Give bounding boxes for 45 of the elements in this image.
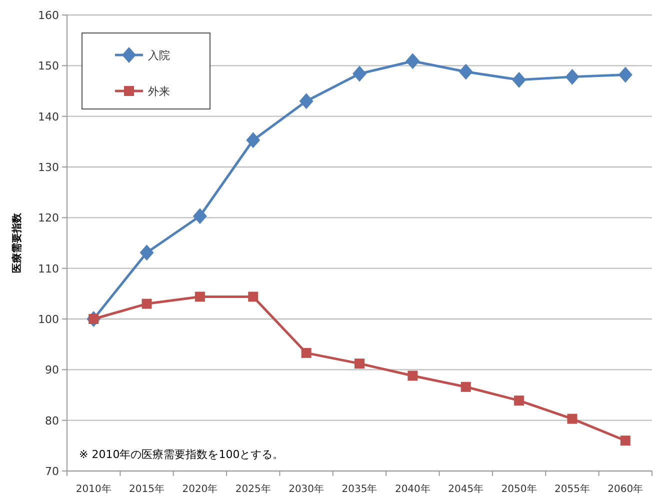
point — [194, 292, 205, 302]
point — [460, 382, 471, 392]
legend-label: 入院 — [148, 49, 170, 62]
point — [408, 370, 418, 381]
y-tick-label: 150 — [38, 60, 59, 73]
point — [246, 132, 260, 148]
y-tick-label: 70 — [45, 465, 59, 478]
x-tick-label: 2045年 — [448, 483, 484, 495]
y-axis-title: 医療需要指数 — [11, 212, 23, 273]
point — [352, 66, 366, 82]
point — [565, 68, 580, 85]
point — [620, 436, 630, 446]
point — [406, 53, 420, 70]
point — [514, 396, 524, 406]
y-tick-label: 120 — [38, 212, 59, 225]
point — [618, 66, 632, 83]
y-tick-label: 80 — [45, 414, 59, 428]
x-tick-label: 2030年 — [288, 483, 324, 495]
x-tick-label: 2035年 — [342, 483, 378, 495]
y-tick-label: 140 — [38, 110, 59, 124]
x-tick-label: 2040年 — [394, 483, 430, 495]
point — [354, 358, 364, 369]
y-tick-label: 100 — [38, 313, 59, 326]
x-tick-label: 2050年 — [501, 483, 537, 495]
point — [512, 72, 526, 88]
x-tick-label: 2025年 — [235, 483, 271, 495]
point — [248, 292, 258, 302]
y-tick-label: 110 — [38, 262, 59, 276]
legend-label: 外来 — [148, 85, 170, 98]
point — [458, 64, 473, 80]
point — [140, 244, 154, 261]
x-tick-label: 2060年 — [608, 483, 644, 495]
point — [301, 348, 312, 358]
point — [192, 208, 207, 224]
x-tick-label: 2015年 — [129, 483, 164, 495]
annotation: ※ 2010年の医療需要指数を100とする。 — [79, 448, 284, 461]
x-tick-label: 2020年 — [182, 483, 218, 495]
point — [299, 93, 314, 110]
point — [142, 298, 152, 309]
y-tick-label: 90 — [45, 364, 59, 377]
point — [567, 414, 578, 424]
y-tick-label: 130 — [38, 161, 59, 174]
x-tick-label: 2010年 — [76, 483, 112, 495]
y-tick-label: 160 — [38, 9, 59, 22]
x-tick-label: 2055年 — [554, 483, 590, 495]
